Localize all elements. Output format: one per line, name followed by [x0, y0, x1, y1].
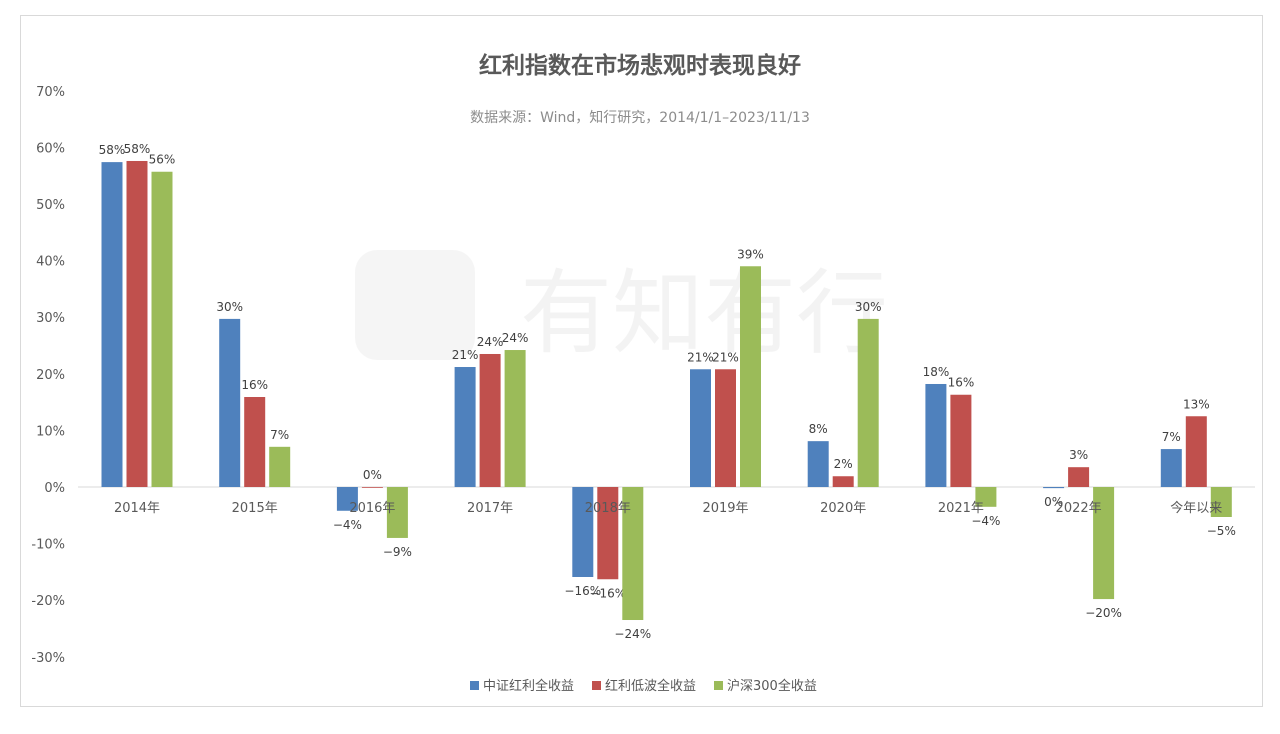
- bar: [244, 397, 266, 487]
- data-label: 21%: [687, 350, 714, 364]
- bar: [1068, 467, 1090, 487]
- bar: [925, 383, 947, 487]
- x-tick-label: 2018年: [585, 501, 631, 516]
- y-tick-label: 10%: [36, 424, 65, 439]
- x-tick-label: 2022年: [1056, 501, 1102, 516]
- x-tick-label: 2014年: [114, 501, 160, 516]
- bar: [454, 367, 476, 487]
- bar: [572, 487, 594, 577]
- bar: [386, 487, 408, 538]
- bar: [336, 487, 358, 511]
- watermark-text: 有知有行: [520, 260, 888, 367]
- y-tick-label: 20%: [36, 368, 65, 383]
- x-tick-label: 2020年: [820, 501, 866, 516]
- bar: [269, 446, 291, 487]
- data-label: 18%: [923, 365, 950, 379]
- data-label: −5%: [1207, 524, 1236, 538]
- legend-swatch: [470, 681, 479, 690]
- data-label: −9%: [383, 545, 412, 559]
- data-label: 16%: [948, 376, 975, 390]
- bar: [950, 394, 972, 487]
- y-tick-label: -30%: [31, 651, 65, 666]
- data-label: 24%: [477, 335, 504, 349]
- data-label: 58%: [99, 143, 126, 157]
- legend-label: 红利低波全收益: [605, 678, 696, 694]
- data-label: −4%: [971, 514, 1000, 528]
- bar: [151, 171, 173, 487]
- y-tick-label: 60%: [36, 141, 65, 156]
- data-label: −24%: [614, 627, 651, 641]
- y-tick-label: -10%: [31, 538, 65, 553]
- bar: [1160, 449, 1182, 487]
- chart-subtitle: 数据来源：Wind，知行研究，2014/1/1–2023/11/13: [470, 110, 810, 126]
- data-label: 21%: [712, 350, 739, 364]
- data-label: 58%: [124, 142, 151, 156]
- bar: [1185, 416, 1207, 487]
- data-label: 7%: [270, 428, 289, 442]
- data-label: 16%: [241, 378, 268, 392]
- bar: [740, 266, 761, 487]
- legend-swatch: [714, 681, 723, 690]
- bar: [832, 476, 854, 487]
- x-tick-label: 2017年: [467, 501, 513, 516]
- chart-title: 红利指数在市场悲观时表现良好: [479, 53, 801, 79]
- data-label: 0%: [1044, 495, 1063, 509]
- legend-label: 中证红利全收益: [483, 678, 574, 694]
- bar: [690, 369, 711, 487]
- data-label: 8%: [809, 422, 828, 436]
- bar: [857, 318, 879, 487]
- y-tick-label: 50%: [36, 198, 65, 213]
- bar: [504, 350, 526, 487]
- y-tick-label: 30%: [36, 311, 65, 326]
- bar: [715, 369, 736, 487]
- chart-frame: [20, 15, 1263, 707]
- data-label: −16%: [564, 584, 601, 598]
- x-tick-label: 今年以来: [1170, 500, 1222, 516]
- data-label: 13%: [1183, 397, 1210, 411]
- bar: [622, 487, 644, 621]
- y-tick-label: 0%: [44, 481, 65, 496]
- data-label: 24%: [502, 331, 529, 345]
- y-tick-label: 70%: [36, 85, 65, 100]
- y-tick-label: -20%: [31, 594, 65, 609]
- x-tick-label: 2019年: [702, 501, 748, 516]
- bar: [361, 487, 383, 488]
- bar: [219, 318, 241, 487]
- data-label: 2%: [834, 457, 853, 471]
- data-label: 39%: [737, 247, 764, 261]
- y-tick-label: 40%: [36, 255, 65, 270]
- data-label: 7%: [1162, 430, 1181, 444]
- x-tick-label: 2016年: [349, 501, 395, 516]
- data-label: −16%: [589, 586, 626, 600]
- bar: [975, 487, 997, 507]
- data-label: 30%: [855, 300, 882, 314]
- bar: [1210, 487, 1232, 517]
- bar: [101, 162, 123, 487]
- data-label: 21%: [452, 348, 479, 362]
- data-label: −20%: [1085, 606, 1122, 620]
- data-label: −4%: [333, 518, 362, 532]
- bar: [1043, 487, 1065, 489]
- watermark-logo: [355, 250, 475, 360]
- bar: [807, 441, 829, 487]
- data-label: 3%: [1069, 448, 1088, 462]
- data-label: 0%: [363, 468, 382, 482]
- bar: [479, 353, 501, 487]
- bar: [597, 487, 619, 580]
- bar: [126, 160, 148, 487]
- data-label: 56%: [149, 153, 176, 167]
- legend-swatch: [592, 681, 601, 690]
- bar: [1093, 487, 1115, 600]
- x-tick-label: 2021年: [938, 501, 984, 516]
- x-tick-label: 2015年: [232, 501, 278, 516]
- data-label: 30%: [216, 300, 243, 314]
- legend-label: 沪深300全收益: [727, 678, 817, 694]
